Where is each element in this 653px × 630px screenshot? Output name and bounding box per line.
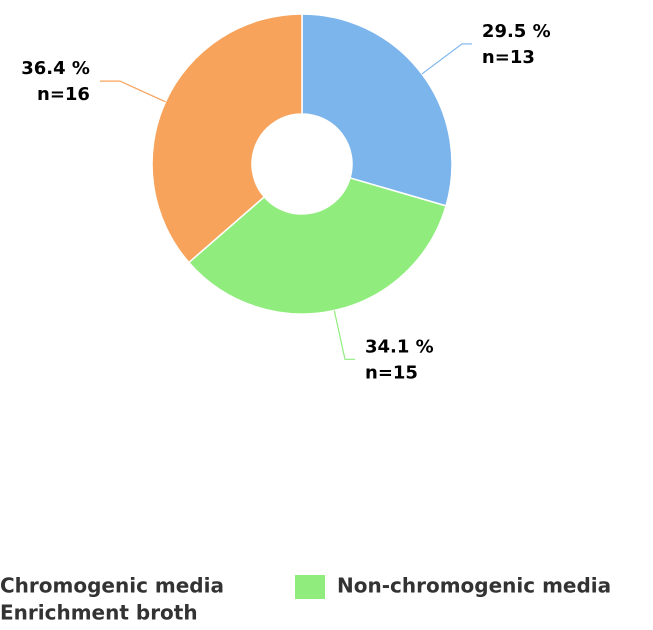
count-label: n=15 [365,362,418,383]
leader-line [421,43,472,75]
count-label: n=13 [482,47,535,68]
legend-label: Non-chromogenic media [337,574,611,598]
slice [187,177,447,315]
data-label: 29.5 % [482,21,551,42]
leader-line [99,80,166,103]
legend-marker [295,575,325,599]
leader-line [333,310,356,360]
legend-label: Chromogenic media [0,574,224,598]
count-label: n=16 [37,84,90,105]
data-label: 34.1 % [365,336,434,357]
legend-label: Enrichment broth [0,601,198,625]
slice [301,13,453,207]
data-label: 36.4 % [21,58,90,79]
slice [151,13,303,264]
